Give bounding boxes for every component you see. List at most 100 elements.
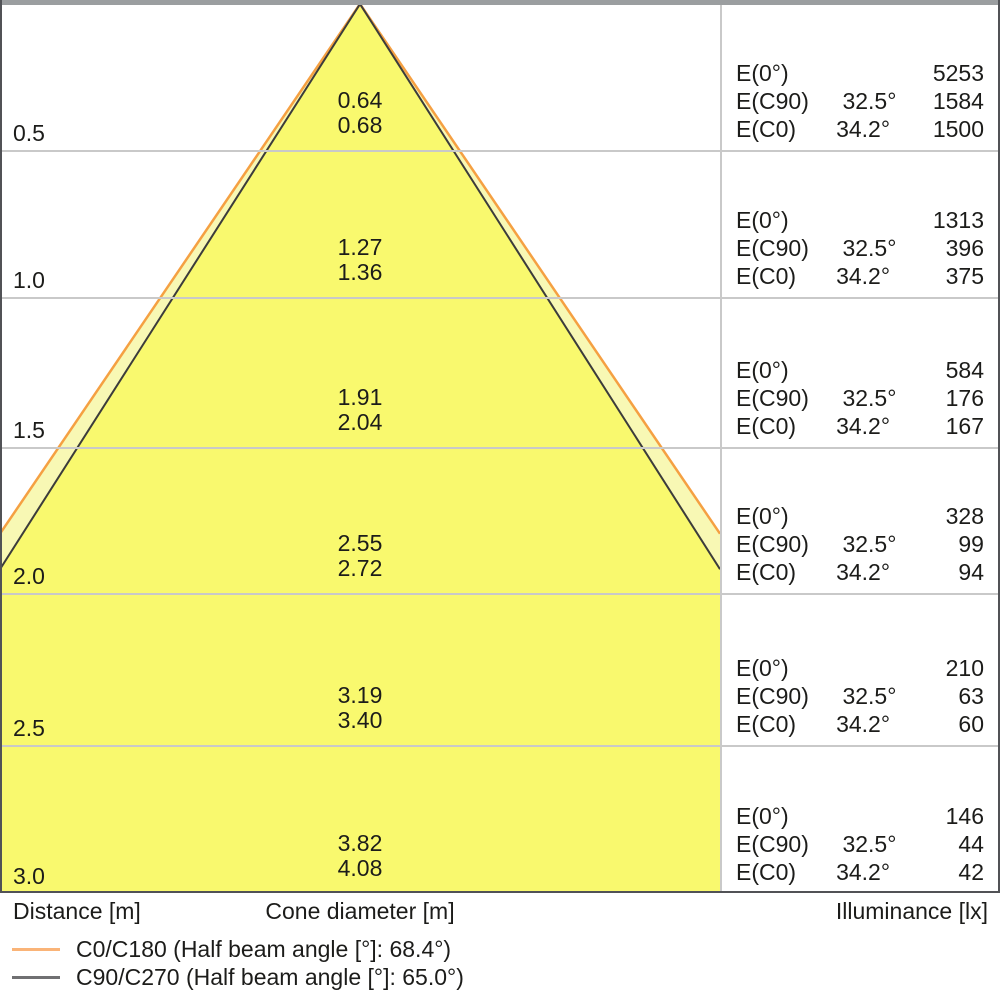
legend-item-c0-c180: C0/C180 (Half beam angle [°]: 68.4°): [12, 935, 712, 963]
angle-value: 34.2°: [836, 116, 891, 142]
distance-tick: 1.5: [13, 417, 45, 443]
cone-diameter-c0: 4.08: [337, 855, 383, 881]
illuminance-value: 1500: [932, 116, 984, 142]
angle-value: [789, 802, 887, 830]
illuminance-block: E(0°) 146 E(C90) 32.5° 44 E(C0) 34.2° 42: [722, 802, 998, 886]
frame-border-bottom: [0, 891, 1000, 893]
cone-c90-c270-line: [0, 3, 720, 570]
cone-diameter-values: 0.64 0.68: [290, 88, 430, 138]
illuminance-value: 146: [945, 803, 984, 829]
e0-label: E(0°): [736, 207, 789, 233]
illuminance-row: E(C90) 32.5° 63: [736, 682, 984, 710]
illuminance-value: 94: [958, 559, 984, 585]
ec90-label: E(C90): [736, 385, 809, 411]
cone-diameter-c90: 3.19: [337, 682, 383, 708]
angle-value: 32.5°: [842, 385, 897, 411]
distance-axis-label: Distance [m]: [13, 898, 141, 924]
illuminance-row: E(C90) 32.5° 99: [736, 530, 984, 558]
cone-diameter-c90: 1.27: [337, 234, 383, 260]
cone-diameter-c0: 0.68: [337, 112, 383, 138]
e0-label: E(0°): [736, 503, 789, 529]
angle-value: 34.2°: [836, 559, 891, 585]
cone-diameter-axis-label: Cone diameter [m]: [265, 898, 455, 924]
frame-border-top: [0, 0, 1000, 5]
ec0-label: E(C0): [736, 559, 797, 585]
ec0-label: E(C0): [736, 859, 797, 885]
angle-value: 32.5°: [842, 831, 897, 857]
cone-diameter-values: 1.91 2.04: [290, 385, 430, 435]
illuminance-block: E(0°) 1313 E(C90) 32.5° 396 E(C0) 34.2° …: [722, 206, 998, 290]
illuminance-value: 1584: [932, 88, 984, 114]
angle-value: 34.2°: [836, 859, 891, 885]
illuminance-row: E(C90) 32.5° 1584: [736, 87, 984, 115]
distance-tick: 3.0: [13, 863, 45, 889]
cone-diameter-values: 3.82 4.08: [290, 831, 430, 881]
illuminance-value: 396: [945, 235, 984, 261]
c90-c270-line-swatch: [12, 975, 60, 979]
illuminance-row: E(C90) 32.5° 44: [736, 830, 984, 858]
ec0-label: E(C0): [736, 263, 797, 289]
angle-value: 34.2°: [836, 711, 891, 737]
angle-value: [789, 502, 887, 530]
angle-value: 34.2°: [836, 413, 891, 439]
illuminance-block: E(0°) 584 E(C90) 32.5° 176 E(C0) 34.2° 1…: [722, 356, 998, 440]
illuminance-row: E(0°) 210: [736, 654, 984, 682]
distance-tick: 2.5: [13, 715, 45, 741]
angle-value: 32.5°: [842, 531, 897, 557]
cone-diameter-c0: 1.36: [337, 259, 383, 285]
illuminance-block: E(0°) 210 E(C90) 32.5° 63 E(C0) 34.2° 60: [722, 654, 998, 738]
panel-divider: [720, 0, 722, 891]
illuminance-row: E(0°) 1313: [736, 206, 984, 234]
legend: C0/C180 (Half beam angle [°]: 68.4°) C90…: [12, 935, 712, 991]
illuminance-row: E(C90) 32.5° 176: [736, 384, 984, 412]
ec90-label: E(C90): [736, 683, 809, 709]
ec90-label: E(C90): [736, 531, 809, 557]
cone-c0-c180-line: [0, 3, 720, 535]
ec90-label: E(C90): [736, 831, 809, 857]
ec0-label: E(C0): [736, 413, 797, 439]
illuminance-row: E(C0) 34.2° 167: [736, 412, 984, 440]
e0-label: E(0°): [736, 357, 789, 383]
ec0-label: E(C0): [736, 711, 797, 737]
e0-label: E(0°): [736, 60, 789, 86]
illuminance-value: 1313: [932, 207, 984, 233]
illuminance-row: E(0°) 146: [736, 802, 984, 830]
illuminance-row: E(C0) 34.2° 375: [736, 262, 984, 290]
e0-label: E(0°): [736, 655, 789, 681]
c0-c180-line-swatch: [12, 947, 60, 951]
illuminance-value: 60: [958, 711, 984, 737]
legend-label: C0/C180 (Half beam angle [°]: 68.4°): [76, 936, 452, 962]
row-separator: [0, 447, 1000, 449]
illuminance-value: 328: [945, 503, 984, 529]
cone-diameter-values: 1.27 1.36: [290, 235, 430, 285]
cone-diameter-c90: 2.55: [337, 530, 383, 556]
angle-value: [789, 206, 887, 234]
row-separator: [0, 297, 1000, 299]
cone-diameter-c0: 2.72: [337, 555, 383, 581]
illuminance-value: 44: [958, 831, 984, 857]
illuminance-block: E(0°) 5253 E(C90) 32.5° 1584 E(C0) 34.2°…: [722, 59, 998, 143]
cone-diameter-values: 2.55 2.72: [290, 531, 430, 581]
cone-diameter-values: 3.19 3.40: [290, 683, 430, 733]
ec0-label: E(C0): [736, 116, 797, 142]
row-separator: [0, 150, 1000, 152]
ec90-label: E(C90): [736, 235, 809, 261]
row-separator: [0, 745, 1000, 747]
illuminance-row: E(C0) 34.2° 1500: [736, 115, 984, 143]
legend-label: C90/C270 (Half beam angle [°]: 65.0°): [76, 964, 464, 990]
angle-value: 32.5°: [842, 88, 897, 114]
cone-diameter-c0: 3.40: [337, 707, 383, 733]
illuminance-value: 42: [958, 859, 984, 885]
illuminance-row: E(0°) 584: [736, 356, 984, 384]
illuminance-row: E(C0) 34.2° 60: [736, 710, 984, 738]
illuminance-value: 63: [958, 683, 984, 709]
frame-border-left: [0, 0, 2, 893]
cone-diameter-c0: 2.04: [337, 409, 383, 435]
illuminance-row: E(0°) 328: [736, 502, 984, 530]
illuminance-value: 99: [958, 531, 984, 557]
angle-value: 32.5°: [842, 683, 897, 709]
angle-value: [789, 59, 887, 87]
distance-tick: 0.5: [13, 120, 45, 146]
illuminance-value: 375: [945, 263, 984, 289]
